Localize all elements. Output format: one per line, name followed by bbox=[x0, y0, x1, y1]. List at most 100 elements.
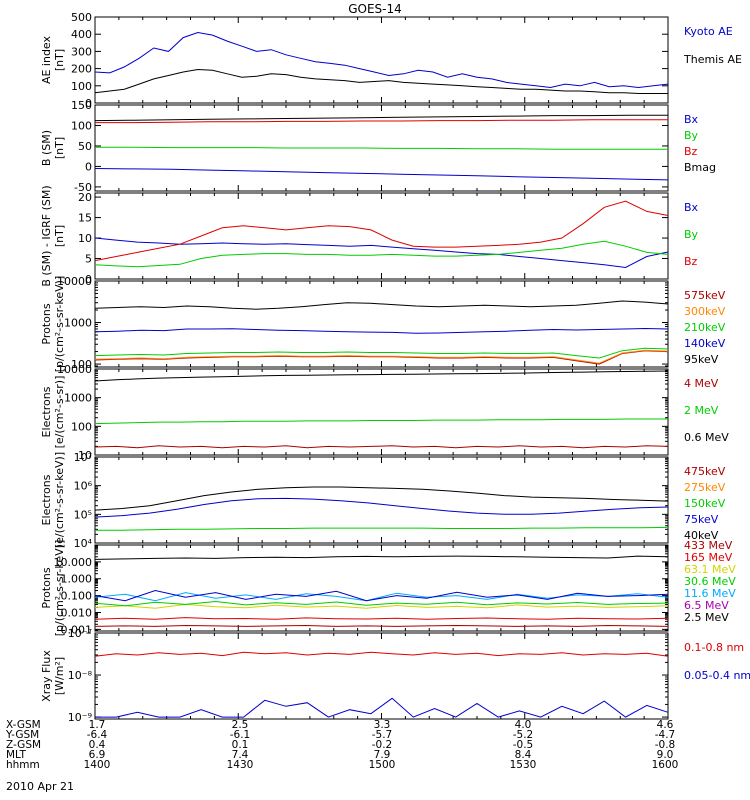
y-axis-label: [e/(cm²-s-sr-keV)] bbox=[53, 452, 66, 548]
legend-entry: 2.5 MeV bbox=[684, 611, 729, 624]
panel-3: 0 5 10 15 20 B (SM) - IGRF (SM) [nT] Bx By Bz bbox=[40, 185, 699, 286]
ephemeris-value: 6.9 bbox=[89, 749, 106, 761]
y-tick-label: 10⁻⁷ bbox=[68, 627, 92, 640]
legend-entry: 6.5 MeV bbox=[684, 599, 729, 612]
series-line-210kev bbox=[94, 347, 669, 359]
legend-entry: 210keV bbox=[684, 321, 726, 334]
ephemeris-value: -5.7 bbox=[372, 729, 393, 741]
legend-entry: 140keV bbox=[684, 337, 726, 350]
y-axis-label: Xray Flux bbox=[40, 650, 53, 702]
series-line-0-05-0-4-nm bbox=[95, 697, 669, 718]
ephemeris-value: -0.5 bbox=[513, 739, 534, 751]
ephemeris-value: 1600 bbox=[652, 759, 679, 771]
panel-2: -50 0 50 100 150 B (SM) [nT] Bx By Bz Bmag bbox=[40, 99, 716, 194]
legend-entry: 40keV bbox=[684, 529, 719, 542]
series-line-40kev bbox=[94, 486, 669, 511]
chart-title: GOES-14 bbox=[348, 2, 402, 16]
ephemeris-value: 1.7 bbox=[89, 719, 106, 731]
legend-entry: Kyoto AE bbox=[684, 25, 733, 38]
legend-entry: Bz bbox=[684, 145, 698, 158]
y-tick-label: 100 bbox=[71, 420, 92, 433]
series-line-bmag bbox=[94, 114, 668, 122]
plot-frame bbox=[94, 16, 669, 104]
ephemeris-value: -6.1 bbox=[230, 729, 251, 741]
y-tick-label: 10⁵ bbox=[74, 508, 92, 521]
ephemeris-value: 7.4 bbox=[232, 749, 249, 761]
y-tick-label: 10.000 bbox=[54, 556, 93, 569]
y-axis-label: [nT] bbox=[53, 137, 66, 159]
ephemeris-value: 9.0 bbox=[657, 749, 674, 761]
y-tick-label: 150 bbox=[71, 99, 92, 112]
y-tick-label: 500 bbox=[71, 11, 92, 24]
ephemeris-value: 8.4 bbox=[515, 749, 532, 761]
legend-entry: 30.6 MeV bbox=[684, 575, 736, 588]
legend-entry: 165 MeV bbox=[684, 551, 733, 564]
ephemeris-value: 1500 bbox=[369, 759, 396, 771]
y-tick-label: 5 bbox=[85, 253, 92, 266]
series-line-6-5-mev bbox=[94, 589, 669, 602]
series-line-95kev bbox=[94, 300, 669, 310]
y-tick-label: 15 bbox=[78, 212, 92, 225]
y-axis-label: AE index bbox=[40, 35, 53, 84]
series-line-4-mev bbox=[94, 445, 669, 449]
legend-entry: 0.1-0.8 nm bbox=[684, 641, 744, 654]
legend-entry: 95keV bbox=[684, 353, 719, 366]
series-line-575kev bbox=[94, 350, 669, 365]
panel-5: 10 100 1000 10000 Electrons [e/(cm²-s-sr)] 4 M… bbox=[40, 363, 729, 462]
y-axis-label: [nT] bbox=[53, 225, 66, 247]
y-tick-label: 10 bbox=[78, 232, 92, 245]
series-line-150kev bbox=[95, 526, 669, 531]
panel-8: 10⁻⁹ 10⁻⁸ 10⁻⁷ Xray Flux [W/m²] 0.1-0.8 nm 0.0… bbox=[40, 627, 750, 724]
series-line-2-5-mev bbox=[94, 555, 669, 560]
bottom-axis: X-GSM 1.7 2.5 3.3 4.0 4.6 Y-GSM -6.4 -6.1 -5.7 -5.… bbox=[5, 719, 678, 771]
panel-1: 0 100 200 300 400 500 AE index [nT] Kyoto AE Them… bbox=[40, 11, 742, 110]
y-tick-label: 10000 bbox=[57, 275, 92, 288]
ephemeris-value: 3.3 bbox=[374, 719, 391, 731]
ephemeris-row-label: Z-GSM bbox=[6, 739, 41, 751]
y-tick-label: 100 bbox=[71, 358, 92, 371]
legend-entry: 575keV bbox=[684, 289, 726, 302]
ephemeris-value: 7.9 bbox=[374, 749, 391, 761]
y-tick-label: 10⁷ bbox=[74, 451, 92, 464]
ephemeris-row-label: MLT bbox=[6, 749, 26, 761]
series-line-by bbox=[94, 240, 669, 268]
ephemeris-value: -6.4 bbox=[87, 729, 108, 741]
legend-entry: 11.6 MeV bbox=[684, 587, 736, 600]
ephemeris-value: -5.2 bbox=[513, 729, 534, 741]
y-axis-label: Electrons bbox=[40, 386, 53, 437]
legend-entry: 63.1 MeV bbox=[684, 563, 736, 576]
legend-entry: 275keV bbox=[684, 481, 726, 494]
plot-frame bbox=[94, 368, 669, 456]
legend-entry: Bx bbox=[684, 201, 699, 214]
y-axis-label: B (SM) bbox=[40, 130, 53, 166]
y-tick-label: 10⁻⁸ bbox=[68, 669, 93, 682]
ephemeris-value: 0.4 bbox=[89, 739, 106, 751]
y-tick-label: 100 bbox=[71, 119, 92, 132]
legend-entry: 475keV bbox=[684, 465, 726, 478]
y-axis-label: [nT] bbox=[53, 49, 66, 71]
ephemeris-value: 1400 bbox=[84, 759, 111, 771]
series-line-bz bbox=[95, 119, 668, 124]
y-tick-label: 50 bbox=[78, 140, 92, 153]
y-tick-label: 0.001 bbox=[61, 623, 93, 636]
y-tick-label: 300 bbox=[71, 45, 92, 58]
y-tick-label: 10⁴ bbox=[74, 537, 93, 550]
ephemeris-row-label: Y-GSM bbox=[5, 729, 39, 741]
legend-entry: 4 MeV bbox=[684, 377, 719, 390]
y-axis-label: Electrons bbox=[40, 474, 53, 525]
series-line-by bbox=[95, 146, 668, 150]
y-tick-label: 0.010 bbox=[61, 606, 93, 619]
y-tick-label: 0 bbox=[85, 273, 92, 286]
panel-6: 10⁴ 10⁵ 10⁶ 10⁷ Electrons [e/(cm²-s-sr-keV)] 4… bbox=[40, 451, 726, 550]
ephemeris-value: -0.2 bbox=[372, 739, 393, 751]
series-line-kyoto-ae bbox=[94, 31, 669, 89]
series-line-75kev bbox=[94, 497, 669, 518]
y-tick-label: 200 bbox=[71, 63, 92, 76]
y-tick-label: 10⁶ bbox=[74, 480, 93, 493]
ephemeris-value: 0.1 bbox=[232, 739, 249, 751]
legend-entry: 2 MeV bbox=[684, 404, 719, 417]
y-axis-label: Protons bbox=[40, 303, 53, 344]
